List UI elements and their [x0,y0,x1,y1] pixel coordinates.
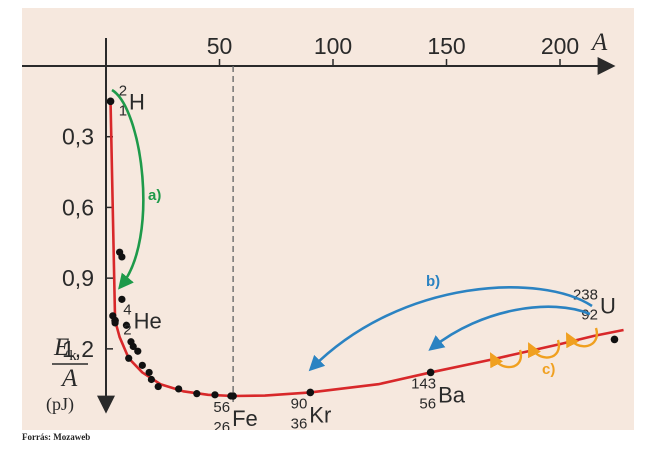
nuclide-atomic-number: 2 [123,322,131,339]
arrow-c-decay-3 [489,349,523,369]
nuclide-point [426,368,435,377]
arrow-b-fission-ba [428,305,591,351]
y-axis-label-denominator: A [60,365,78,392]
nuclide-atomic-number: 1 [119,102,127,119]
data-point [147,375,155,384]
annotation-c: c) [542,361,555,378]
y-axis-label-subscript: k [69,348,77,364]
data-point [125,354,133,362]
y-axis-label: Ek A (pJ) [46,334,88,415]
data-point [193,390,201,398]
nuclide-point [106,97,115,106]
nuclide-mass-number: 90 [291,395,308,412]
nuclide-point [111,316,119,325]
nuclide-symbol: Kr [309,402,331,427]
nuclide-atomic-number: 36 [291,415,308,430]
binding-energy-curve [109,101,624,398]
arrow-b-fission-kr [308,286,593,372]
x-axis-label: A [590,29,608,56]
data-point [134,347,142,355]
nuclide-point [229,392,237,400]
binding-energy-chart: 50 100 150 200 0,30,60,91,2 A Ek A (pJ) 21 H… [22,29,624,430]
annotation-b: b) [426,273,440,290]
x-tick-label: 100 [314,33,352,59]
x-tick-label: 150 [427,33,465,59]
data-point [145,368,153,377]
y-axis-label-unit: (pJ) [46,394,74,415]
data-point [138,361,146,369]
nuclide-mass-number: 4 [123,302,131,319]
nuclide-symbol: Fe [232,406,258,430]
nuclide-fe-label: 56 26 Fe [213,399,257,430]
data-point [118,295,126,303]
data-point [154,382,162,391]
data-point [118,253,126,261]
y-tick-label: 0,9 [62,265,94,291]
x-ticks: 50 100 150 200 [207,33,579,66]
data-point [122,321,131,329]
nuclide-ba-label: 143 56 Ba [411,375,466,412]
y-tick-label: 1,2 [62,336,94,362]
annotation-a: a) [148,187,161,204]
y-axis-label-numerator: E [53,334,69,361]
nuclide-point [306,388,315,397]
nuclide-he-label: 4 2 He [123,302,161,339]
arrow-a-fusion [111,88,145,290]
x-tick-label: 50 [207,33,233,59]
nuclide-mass-number: 56 [213,399,230,416]
nuclide-mass-number: 2 [119,82,127,99]
arrow-c-decay-1 [565,327,599,349]
nuclide-symbol: He [134,309,162,334]
data-point [211,391,219,399]
data-points [106,97,619,400]
data-point [129,342,137,351]
nuclide-kr-label: 90 36 Kr [291,395,332,430]
nuclide-atomic-number: 26 [213,419,230,430]
y-ticks: 0,3 0,6 0,9 1,2 [62,124,113,362]
arrow-c-decay-2 [528,339,561,359]
nuclide-symbol: Ba [438,382,466,407]
svg-text:Ek: Ek [53,334,77,364]
nuclide-symbol: U [600,293,616,318]
data-point [175,385,183,393]
nuclide-point [610,335,619,344]
x-tick-label: 200 [541,33,579,59]
nuclide-atomic-number: 92 [581,306,598,323]
y-tick-label: 0,3 [62,124,94,150]
nuclide-symbol: H [129,89,145,114]
nuclide-atomic-number: 56 [419,395,436,412]
nuclide-h-label: 2 1 H [119,82,145,119]
y-tick-label: 0,6 [62,194,94,220]
nuclide-mass-number: 143 [411,375,436,392]
source-credit: Forrás: Mozaweb [22,432,91,442]
